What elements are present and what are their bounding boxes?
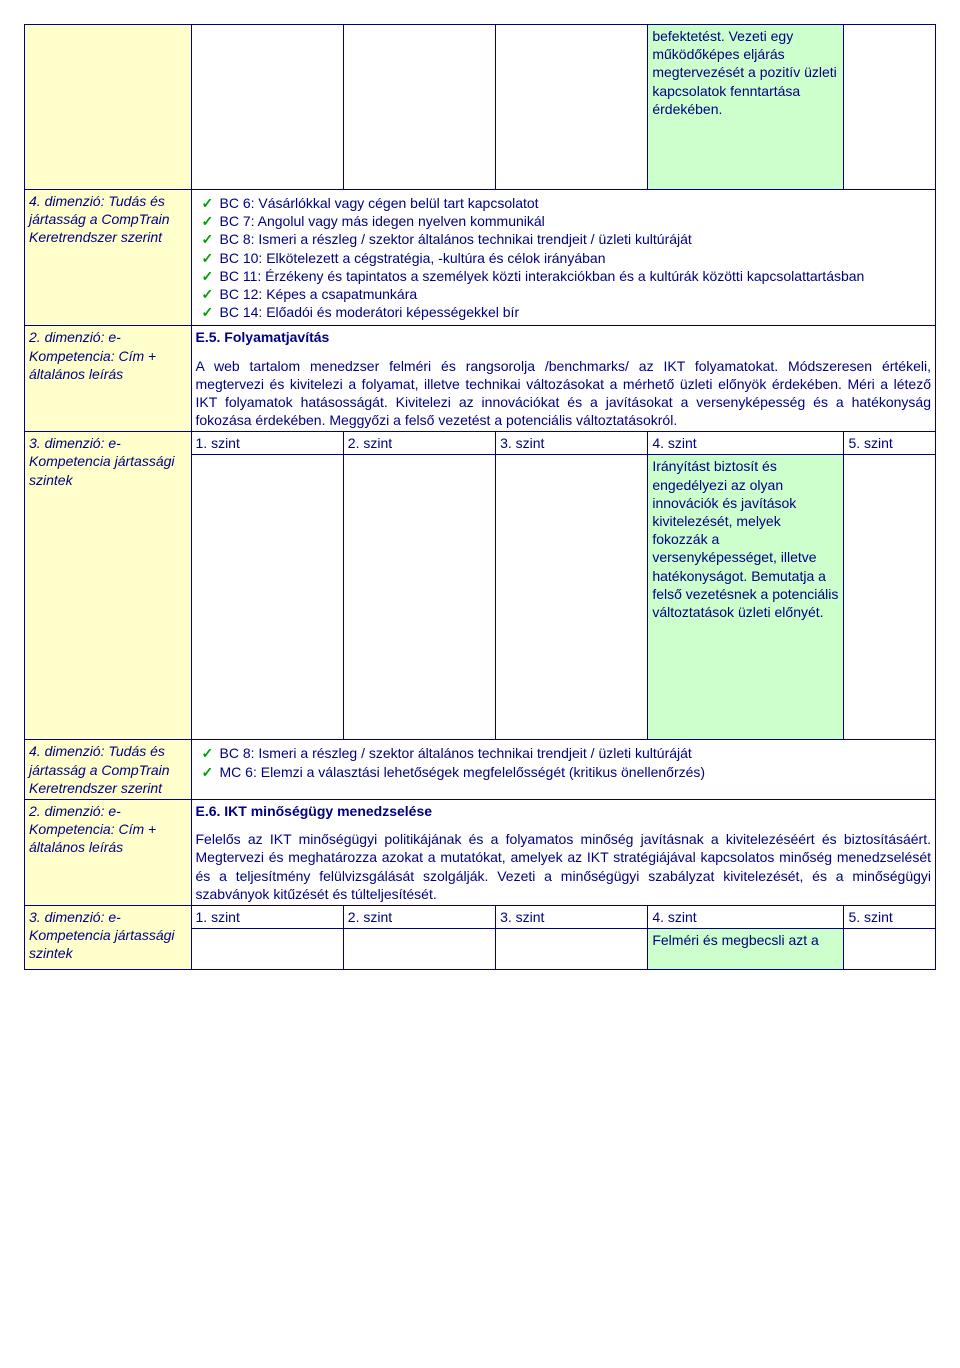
- list-item: BC 8: Ismeri a részleg / szektor általán…: [220, 230, 932, 248]
- check-list: BC 8: Ismeri a részleg / szektor általán…: [196, 744, 932, 780]
- empty-cell: [191, 25, 343, 190]
- row-label-empty: [25, 25, 192, 190]
- empty-cell: [191, 455, 343, 740]
- table-row: 2. dimenzió: e-Kompetencia: Cím + általá…: [25, 326, 936, 432]
- check-list: BC 6: Vásárlókkal vagy cégen belül tart …: [196, 194, 932, 321]
- level4-description: Irányítást biztosít és engedélyezi az ol…: [648, 455, 844, 740]
- dim2-label: 2. dimenzió: e-Kompetencia: Cím + általá…: [25, 326, 192, 432]
- level-header: 4. szint: [648, 905, 844, 928]
- empty-cell: [844, 929, 936, 970]
- dim4-label: 4. dimenzió: Tudás és jártasság a CompTr…: [25, 190, 192, 326]
- dim4-content: BC 8: Ismeri a részleg / szektor általán…: [191, 740, 936, 800]
- table-row: 3. dimenzió: e-Kompetencia jártassági sz…: [25, 905, 936, 928]
- e5-body: A web tartalom menedzser felméri és rang…: [196, 357, 932, 430]
- table-row: 4. dimenzió: Tudás és jártasság a CompTr…: [25, 190, 936, 326]
- level-header: 3. szint: [496, 432, 648, 455]
- empty-cell: [496, 929, 648, 970]
- competency-table: befektetést. Vezeti egy működőképes eljá…: [24, 24, 936, 970]
- table-row: 4. dimenzió: Tudás és jártasság a CompTr…: [25, 740, 936, 800]
- level-header: 2. szint: [343, 432, 495, 455]
- dim3-label: 3. dimenzió: e-Kompetencia jártassági sz…: [25, 432, 192, 740]
- list-item: BC 7: Angolul vagy más idegen nyelven ko…: [220, 212, 932, 230]
- list-item: BC 10: Elkötelezett a cégstratégia, -kul…: [220, 249, 932, 267]
- e6-body: Felelős az IKT minőségügyi politikájának…: [196, 830, 932, 903]
- level-header: 4. szint: [648, 432, 844, 455]
- level-header: 5. szint: [844, 432, 936, 455]
- e6-title: E.6. IKT minőségügy menedzselése: [196, 802, 932, 820]
- dim2-label: 2. dimenzió: e-Kompetencia: Cím + általá…: [25, 800, 192, 906]
- list-item: BC 11: Érzékeny és tapintatos a személye…: [220, 267, 932, 285]
- empty-cell: [343, 455, 495, 740]
- dim2-content: E.6. IKT minőségügy menedzselése Felelős…: [191, 800, 936, 906]
- list-item: MC 6: Elemzi a választási lehetőségek me…: [220, 763, 932, 781]
- level-header: 5. szint: [844, 905, 936, 928]
- list-item: BC 14: Előadói és moderátori képességekk…: [220, 303, 932, 321]
- empty-cell: [343, 25, 495, 190]
- level4-description: Felméri és megbecsli azt a: [648, 929, 844, 970]
- table-row: befektetést. Vezeti egy működőképes eljá…: [25, 25, 936, 190]
- e5-title: E.5. Folyamatjavítás: [196, 328, 932, 346]
- table-row: 3. dimenzió: e-Kompetencia jártassági sz…: [25, 432, 936, 455]
- empty-cell: [496, 25, 648, 190]
- empty-cell: [496, 455, 648, 740]
- empty-cell: [191, 929, 343, 970]
- list-item: BC 12: Képes a csapatmunkára: [220, 285, 932, 303]
- table-row: 2. dimenzió: e-Kompetencia: Cím + általá…: [25, 800, 936, 906]
- level-header: 1. szint: [191, 905, 343, 928]
- level-header: 2. szint: [343, 905, 495, 928]
- empty-cell: [343, 929, 495, 970]
- dim4-label: 4. dimenzió: Tudás és jártasság a CompTr…: [25, 740, 192, 800]
- dim2-content: E.5. Folyamatjavítás A web tartalom mene…: [191, 326, 936, 432]
- list-item: BC 8: Ismeri a részleg / szektor általán…: [220, 744, 932, 762]
- empty-cell: [844, 25, 936, 190]
- list-item: BC 6: Vásárlókkal vagy cégen belül tart …: [220, 194, 932, 212]
- level-header: 1. szint: [191, 432, 343, 455]
- level4-continuation: befektetést. Vezeti egy működőképes eljá…: [648, 25, 844, 190]
- dim3-label: 3. dimenzió: e-Kompetencia jártassági sz…: [25, 905, 192, 969]
- level-header: 3. szint: [496, 905, 648, 928]
- empty-cell: [844, 455, 936, 740]
- dim4-content: BC 6: Vásárlókkal vagy cégen belül tart …: [191, 190, 936, 326]
